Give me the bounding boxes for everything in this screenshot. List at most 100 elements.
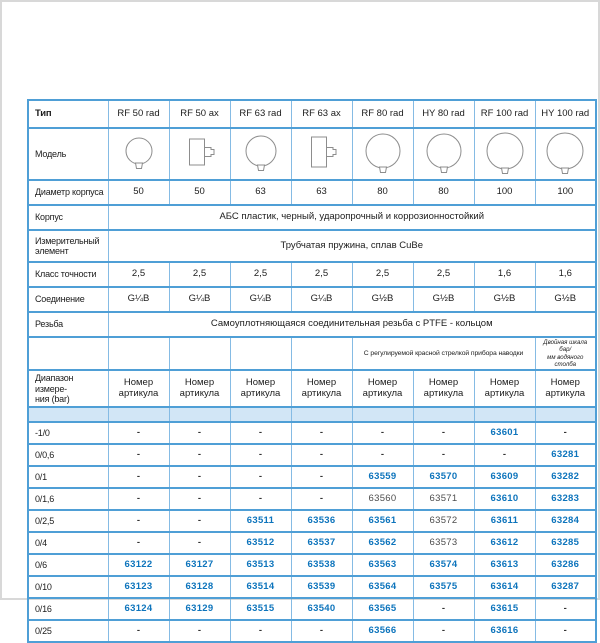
type-header-cell: HY 100 rad	[534, 99, 597, 129]
gauge-radial-icon	[125, 137, 152, 169]
article-number-cell: 63572	[412, 509, 475, 534]
article-number-cell: 63612	[473, 531, 536, 556]
accuracy-value-cell: 2,5	[229, 261, 292, 288]
dash-cell: -	[351, 443, 414, 468]
note-row: С регулируемой красной стрелкой прибора …	[27, 335, 597, 372]
accuracy-value-cell: 2,5	[351, 261, 414, 288]
article-number-cell: 63566	[351, 619, 414, 643]
band-cell	[107, 406, 170, 424]
diameter-label: Диаметр корпуса	[27, 179, 109, 206]
article-number-cell: 63570	[412, 465, 475, 490]
article-number-header-cell: Номер артикула	[229, 369, 292, 409]
table-row: 0/1- - - -63559 63570 63609 63282	[27, 465, 597, 490]
table-row: 0/4- -63512 63537 63562 63573 63612 63285	[27, 531, 597, 556]
table-row: 0/25- - - -63566-63616-	[27, 619, 597, 643]
type-header-cell: HY 80 rad	[412, 99, 475, 129]
article-number-header-cell: Номер артикула	[107, 369, 170, 409]
accuracy-value-cell: 1,6	[534, 261, 597, 288]
article-number-cell: 63539	[290, 575, 353, 600]
band-cell	[412, 406, 475, 424]
dash-cell: -	[229, 465, 292, 490]
note-empty-label	[27, 335, 109, 372]
gauge-radial-icon	[365, 133, 400, 173]
dash-cell: -	[107, 443, 170, 468]
article-number-cell: 63610	[473, 487, 536, 512]
diameter-value-cell: 50	[168, 179, 231, 206]
dash-cell: -	[534, 421, 597, 446]
article-number-header-cell: Номер артикула	[290, 369, 353, 409]
red-pointer-note: С регулируемой красной стрелкой прибора …	[351, 335, 536, 372]
diameter-row: Диаметр корпуса 50 50 63 63 80 80 100 100	[27, 179, 597, 206]
article-number-cell: 63285	[534, 531, 597, 556]
article-number-cell: 63563	[351, 553, 414, 578]
band-cell	[473, 406, 536, 424]
article-number-cell: 63565	[351, 597, 414, 622]
dash-cell: -	[290, 487, 353, 512]
diameter-value-cell: 63	[229, 179, 292, 206]
article-number-cell: 63574	[412, 553, 475, 578]
article-number-cell: 63282	[534, 465, 597, 490]
article-number-cell: 63536	[290, 509, 353, 534]
model-icon-cell	[290, 127, 353, 181]
range-cell: 0/1,6	[27, 487, 109, 512]
article-number-cell: 63559	[351, 465, 414, 490]
band-cell	[229, 406, 292, 424]
diameter-value-cell: 63	[290, 179, 353, 206]
model-icon-cell	[168, 127, 231, 181]
accuracy-value-cell: 2,5	[168, 261, 231, 288]
range-cell: 0/16	[27, 597, 109, 622]
dash-cell: -	[473, 443, 536, 468]
article-number-cell: 63575	[412, 575, 475, 600]
dash-cell: -	[168, 443, 231, 468]
article-number-cell: 63611	[473, 509, 536, 534]
table-row: 0/6 63122 63127 63513 63538 63563 63574 63613 63…	[27, 553, 597, 578]
table-row: 0/10 63123 63128 63514 63539 63564 63575 63614 6…	[27, 575, 597, 600]
article-number-cell: 63283	[534, 487, 597, 512]
connection-value-cell: G¼B	[229, 286, 292, 313]
range-cell: 0/4	[27, 531, 109, 556]
article-number-cell: 63286	[534, 553, 597, 578]
note-empty-cell	[107, 335, 170, 372]
model-icon-cell	[107, 127, 170, 181]
article-number-cell: 63512	[229, 531, 292, 556]
model-icon-cell	[351, 127, 414, 181]
gauge-radial-icon	[245, 135, 276, 171]
range-cell: 0/25	[27, 619, 109, 643]
dash-cell: -	[168, 421, 231, 446]
dash-cell: -	[412, 443, 475, 468]
body-row: Корпус АБС пластик, черный, ударопрочный…	[27, 204, 597, 231]
separator-band-row	[27, 406, 597, 424]
dash-cell: -	[107, 487, 170, 512]
article-number-cell: 63513	[229, 553, 292, 578]
table-row: 0/0,6- - - - - - -63281	[27, 443, 597, 468]
dash-cell: -	[168, 465, 231, 490]
article-number-cell: 63124	[107, 597, 170, 622]
accuracy-row: Класс точности 2,5 2,5 2,5 2,5 2,5 2,5 1,6 1,6	[27, 261, 597, 288]
range-cell: 0/1	[27, 465, 109, 490]
dash-cell: -	[107, 421, 170, 446]
dash-cell: -	[107, 619, 170, 643]
dash-cell: -	[107, 465, 170, 490]
table-row: 0/1,6- - - -63560 63571 63610 63283	[27, 487, 597, 512]
article-number-header-cell: Номер артикула	[473, 369, 536, 409]
note-empty-cell	[168, 335, 231, 372]
dash-cell: -	[168, 509, 231, 534]
dash-cell: -	[412, 597, 475, 622]
dash-cell: -	[168, 619, 231, 643]
article-number-cell: 63560	[351, 487, 414, 512]
article-number-cell: 63561	[351, 509, 414, 534]
gauge-radial-icon	[426, 133, 461, 173]
band-cell	[351, 406, 414, 424]
article-number-cell: 63127	[168, 553, 231, 578]
range-cell: 0/6	[27, 553, 109, 578]
model-icon-cell	[473, 127, 536, 181]
article-number-cell: 63537	[290, 531, 353, 556]
article-number-cell: 63287	[534, 575, 597, 600]
element-label: Измерительный элемент	[27, 229, 109, 263]
connection-value-cell: G½B	[412, 286, 475, 313]
thread-row: Резьба Самоуплотняющаяся соединительная …	[27, 311, 597, 338]
type-header-cell: RF 63 rad	[229, 99, 292, 129]
spec-table: Тип RF 50 rad RF 50 ax RF 63 rad RF 63 ax RF…	[27, 99, 597, 643]
article-number-header-cell: Номер артикула	[412, 369, 475, 409]
